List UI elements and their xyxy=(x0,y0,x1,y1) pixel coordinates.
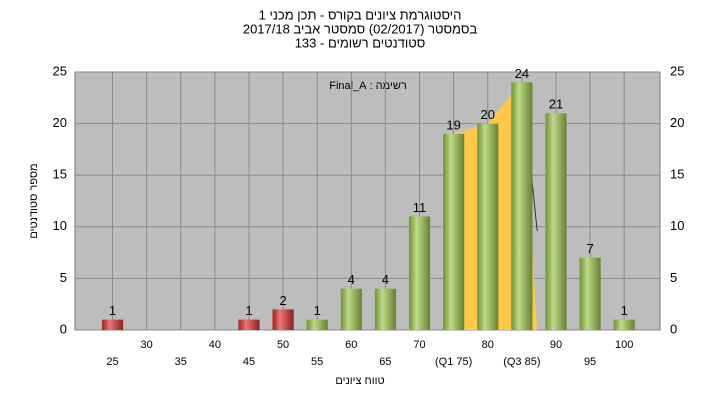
bar-shade xyxy=(477,123,499,330)
data-label: 1 xyxy=(245,303,252,318)
y-tick-label: 25 xyxy=(53,63,67,78)
x-tick-label: (Q3 85) xyxy=(503,356,540,368)
data-label: 1 xyxy=(314,303,321,318)
bar-shade xyxy=(408,216,431,330)
x-tick-label: 40 xyxy=(209,339,221,351)
chart-title: היסטוגרמת ציונים בקורס - תכן מכני 1 xyxy=(259,7,462,22)
y2-tick-label: 5 xyxy=(670,270,677,285)
y2-tick-label: 15 xyxy=(670,167,684,182)
data-label: 2 xyxy=(279,293,286,308)
y2-tick-label: 20 xyxy=(670,115,684,130)
bar-shade xyxy=(101,319,124,330)
x-tick-label: 80 xyxy=(482,339,494,351)
y-axis-label: מספר סטודנטים xyxy=(28,163,40,238)
data-label: 21 xyxy=(549,97,563,112)
chart-subtitle: בסמסטר (02/2017) סמסטר אביב 2017/18 xyxy=(243,21,478,36)
x-tick-label: 35 xyxy=(175,356,187,368)
data-label: 7 xyxy=(586,241,593,256)
plot-area xyxy=(74,71,661,331)
data-label: 20 xyxy=(481,107,495,122)
x-tick-label: 30 xyxy=(141,339,153,351)
bar-shade xyxy=(443,133,465,330)
bar-shade xyxy=(579,257,601,330)
x-tick-label: 60 xyxy=(345,339,357,351)
y-tick-label: 0 xyxy=(60,321,67,336)
y-tick-label: 10 xyxy=(53,218,67,233)
bar-shade xyxy=(272,309,294,330)
y2-tick-label: 10 xyxy=(670,218,684,233)
data-label: 19 xyxy=(446,117,460,132)
x-tick-label: 55 xyxy=(311,356,323,368)
bar-shade xyxy=(340,288,362,330)
bar-shade xyxy=(613,319,635,330)
y-tick-label: 5 xyxy=(60,270,67,285)
x-tick-label: 90 xyxy=(550,339,562,351)
x-tick-label: 100 xyxy=(615,339,633,351)
data-label: 4 xyxy=(382,272,389,287)
y2-tick-label: 25 xyxy=(670,63,684,78)
data-label: 24 xyxy=(515,66,529,81)
data-label: 1 xyxy=(109,303,116,318)
x-tick-label: 45 xyxy=(243,356,255,368)
chart-subtitle: סטודנטים רשומים - 133 xyxy=(295,35,426,50)
y-tick-label: 20 xyxy=(53,115,67,130)
y2-tick-label: 0 xyxy=(670,321,677,336)
bar-shade xyxy=(374,288,396,330)
x-tick-label: 95 xyxy=(584,356,596,368)
data-label: 11 xyxy=(413,200,427,215)
bar-shade xyxy=(238,319,260,330)
bar-shade xyxy=(511,82,533,330)
x-tick-label: (Q1 75) xyxy=(435,356,472,368)
x-tick-label: 50 xyxy=(277,339,289,351)
x-tick-label: 25 xyxy=(106,356,118,368)
data-label: 4 xyxy=(348,272,355,287)
data-label: 1 xyxy=(621,303,628,318)
x-tick-label: 70 xyxy=(413,339,425,351)
bar-shade xyxy=(306,319,328,330)
bar-shade xyxy=(545,113,567,330)
x-axis-label: טווח ציונים xyxy=(335,375,384,387)
annotation: רשימה : Final_A xyxy=(329,80,407,92)
x-tick-label: 65 xyxy=(379,356,391,368)
y-tick-label: 15 xyxy=(53,167,67,182)
